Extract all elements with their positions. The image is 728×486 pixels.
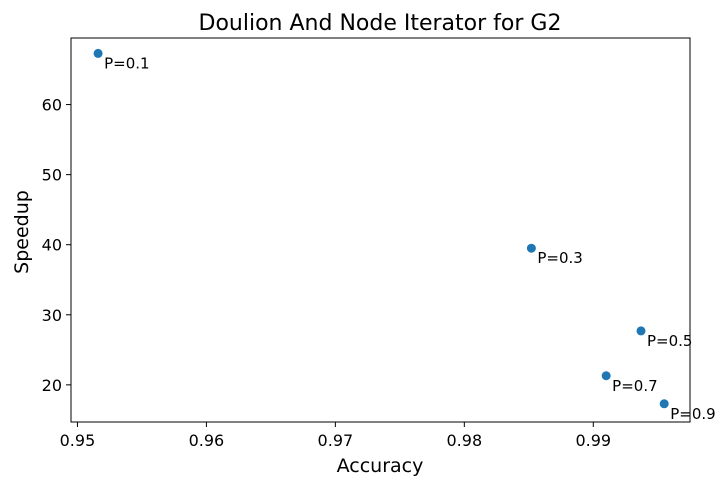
x-axis-title: Accuracy: [337, 455, 424, 477]
x-axis: 0.95 0.96 0.97 0.98 0.99: [60, 422, 611, 450]
chart-title: Doulion And Node Iterator for G2: [199, 11, 562, 36]
data-point-label: P=0.9: [670, 405, 715, 423]
x-tick-label: 0.98: [447, 431, 483, 450]
data-point-label: P=0.3: [537, 249, 582, 267]
y-tick-label: 40: [42, 236, 62, 255]
y-axis-title: Speedup: [11, 190, 33, 274]
plot-area: P=0.1 P=0.3 P=0.5 P=0.7 P=0.9: [93, 48, 716, 423]
data-point: [601, 371, 611, 381]
x-tick-label: 0.97: [318, 431, 354, 450]
data-point-label: P=0.7: [612, 377, 657, 395]
y-tick-label: 60: [42, 96, 62, 115]
axes-frame: [70, 37, 691, 423]
data-point: [659, 399, 669, 409]
y-tick-label: 30: [42, 306, 62, 325]
data-point-label: P=0.5: [647, 332, 692, 350]
x-tick-label: 0.96: [189, 431, 225, 450]
data-point: [93, 48, 103, 58]
data-point: [636, 326, 646, 336]
data-point-label: P=0.1: [104, 54, 149, 72]
data-point: [526, 243, 536, 253]
y-tick-label: 50: [42, 166, 62, 185]
x-tick-label: 0.95: [60, 431, 96, 450]
x-tick-label: 0.99: [575, 431, 611, 450]
y-axis: 20 30 40 50 60: [42, 96, 71, 395]
y-tick-label: 20: [42, 376, 62, 395]
